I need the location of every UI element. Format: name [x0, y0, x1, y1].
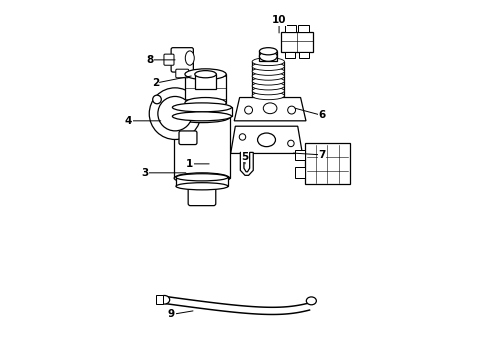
- Circle shape: [153, 95, 161, 104]
- FancyBboxPatch shape: [174, 117, 230, 178]
- Ellipse shape: [252, 82, 285, 90]
- Ellipse shape: [252, 67, 285, 75]
- Text: 1: 1: [186, 159, 209, 169]
- FancyBboxPatch shape: [298, 25, 309, 32]
- Text: 2: 2: [152, 76, 191, 88]
- Text: 5: 5: [242, 152, 248, 164]
- Ellipse shape: [195, 71, 216, 78]
- Ellipse shape: [259, 48, 277, 55]
- FancyBboxPatch shape: [299, 52, 309, 58]
- FancyBboxPatch shape: [259, 51, 277, 61]
- Polygon shape: [240, 152, 253, 175]
- FancyBboxPatch shape: [156, 296, 163, 304]
- Ellipse shape: [174, 112, 230, 123]
- Circle shape: [149, 88, 201, 139]
- Ellipse shape: [258, 133, 275, 147]
- FancyBboxPatch shape: [295, 167, 305, 178]
- Ellipse shape: [185, 69, 226, 80]
- Text: 9: 9: [168, 310, 193, 319]
- FancyBboxPatch shape: [305, 143, 350, 184]
- Ellipse shape: [306, 297, 317, 305]
- FancyBboxPatch shape: [195, 74, 216, 89]
- Text: 3: 3: [141, 168, 186, 178]
- FancyBboxPatch shape: [172, 107, 232, 116]
- Ellipse shape: [185, 51, 194, 65]
- Ellipse shape: [259, 51, 277, 61]
- Ellipse shape: [172, 112, 232, 121]
- Ellipse shape: [263, 103, 277, 114]
- FancyBboxPatch shape: [188, 187, 216, 206]
- FancyBboxPatch shape: [171, 48, 194, 72]
- FancyBboxPatch shape: [164, 54, 174, 65]
- FancyBboxPatch shape: [285, 25, 296, 32]
- Circle shape: [288, 106, 295, 114]
- FancyBboxPatch shape: [285, 52, 295, 58]
- FancyBboxPatch shape: [176, 177, 228, 186]
- Ellipse shape: [174, 173, 230, 184]
- Circle shape: [245, 106, 252, 114]
- Circle shape: [288, 140, 294, 147]
- FancyBboxPatch shape: [176, 69, 189, 78]
- Circle shape: [158, 96, 192, 131]
- Ellipse shape: [185, 98, 226, 108]
- Text: 10: 10: [272, 15, 286, 33]
- Ellipse shape: [176, 174, 228, 181]
- FancyBboxPatch shape: [281, 32, 313, 52]
- Text: 8: 8: [147, 55, 175, 65]
- FancyBboxPatch shape: [185, 74, 226, 103]
- Circle shape: [239, 134, 245, 140]
- Ellipse shape: [159, 296, 170, 304]
- Text: 7: 7: [294, 150, 326, 160]
- Ellipse shape: [252, 92, 285, 100]
- Polygon shape: [234, 98, 306, 121]
- Text: 4: 4: [125, 116, 161, 126]
- Ellipse shape: [172, 103, 232, 112]
- FancyBboxPatch shape: [295, 149, 305, 160]
- Ellipse shape: [252, 87, 285, 95]
- Ellipse shape: [252, 77, 285, 85]
- Ellipse shape: [252, 72, 285, 80]
- FancyBboxPatch shape: [179, 131, 197, 145]
- Ellipse shape: [252, 63, 285, 71]
- Ellipse shape: [176, 183, 228, 190]
- Ellipse shape: [252, 58, 285, 66]
- Text: 6: 6: [295, 108, 326, 121]
- Polygon shape: [231, 126, 302, 153]
